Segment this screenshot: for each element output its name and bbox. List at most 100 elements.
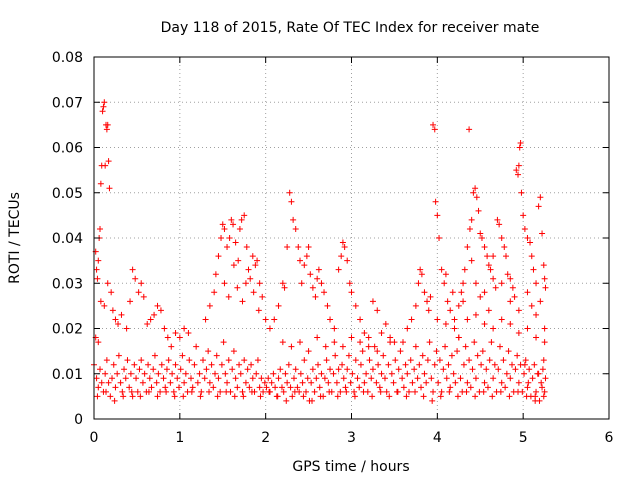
data-point <box>371 343 378 350</box>
data-point <box>283 397 290 404</box>
data-point <box>206 388 213 395</box>
data-point <box>121 366 128 373</box>
data-point <box>94 275 101 282</box>
data-point <box>498 379 505 386</box>
data-point <box>154 302 161 309</box>
data-point <box>225 293 232 300</box>
data-point <box>411 366 418 373</box>
data-point <box>275 375 282 382</box>
data-point <box>381 375 388 382</box>
data-point <box>108 289 115 296</box>
data-point <box>249 375 256 382</box>
data-point <box>274 393 281 400</box>
data-point <box>463 388 470 395</box>
data-point <box>324 302 331 309</box>
data-point <box>337 388 344 395</box>
data-point <box>138 280 145 287</box>
data-point <box>119 388 126 395</box>
data-point <box>205 348 212 355</box>
data-point <box>114 370 121 377</box>
data-point <box>340 375 347 382</box>
data-point <box>177 366 184 373</box>
data-point <box>104 121 111 128</box>
data-point <box>538 379 545 386</box>
data-point <box>500 357 507 364</box>
data-point <box>541 325 548 332</box>
data-point <box>487 266 494 273</box>
data-point <box>455 302 462 309</box>
data-point <box>402 361 409 368</box>
data-point <box>174 375 181 382</box>
data-point <box>265 375 272 382</box>
data-point <box>412 302 419 309</box>
data-point <box>492 284 499 291</box>
data-point <box>245 266 252 273</box>
data-points <box>91 99 549 404</box>
data-point <box>266 388 273 395</box>
data-point <box>212 271 219 278</box>
data-point <box>301 262 308 269</box>
data-point <box>322 343 329 350</box>
data-point <box>170 388 177 395</box>
data-point <box>315 266 322 273</box>
data-point <box>485 262 492 269</box>
data-point <box>225 357 232 364</box>
data-point <box>103 126 110 133</box>
data-point <box>541 339 548 346</box>
data-point <box>338 253 345 260</box>
data-point <box>291 388 298 395</box>
data-point <box>339 343 346 350</box>
data-point <box>525 379 532 386</box>
data-point <box>158 361 165 368</box>
data-point <box>431 126 438 133</box>
data-point <box>507 275 514 282</box>
data-point <box>424 298 431 305</box>
data-point <box>105 379 112 386</box>
data-point <box>366 357 373 364</box>
x-tick-label: 6 <box>605 430 614 446</box>
data-point <box>126 384 133 391</box>
data-point <box>102 370 109 377</box>
data-point <box>237 370 244 377</box>
data-point <box>442 271 449 278</box>
data-point <box>464 316 471 323</box>
data-point <box>377 388 384 395</box>
data-point <box>488 339 495 346</box>
x-axis-label: GPS time / hours <box>292 459 409 475</box>
x-tick-label: 5 <box>519 430 528 446</box>
data-point <box>471 339 478 346</box>
data-point <box>515 330 522 337</box>
data-point <box>137 393 144 400</box>
data-point <box>280 388 287 395</box>
data-point <box>514 352 521 359</box>
data-point <box>288 198 295 205</box>
data-point <box>357 316 364 323</box>
data-point <box>477 230 484 237</box>
data-point <box>229 366 236 373</box>
data-point <box>256 280 263 287</box>
data-point <box>224 379 231 386</box>
data-point <box>288 343 295 350</box>
data-point <box>446 388 453 395</box>
data-point <box>520 212 527 219</box>
data-point <box>498 280 505 287</box>
data-point <box>458 289 465 296</box>
data-point <box>271 316 278 323</box>
data-point <box>255 307 262 314</box>
data-point <box>435 379 442 386</box>
data-point <box>321 375 328 382</box>
data-point <box>127 298 134 305</box>
data-point <box>317 393 324 400</box>
data-point <box>131 361 138 368</box>
data-point <box>239 298 246 305</box>
data-point <box>97 298 104 305</box>
data-point <box>298 280 305 287</box>
data-point <box>526 366 533 373</box>
chart-title: Day 118 of 2015, Rate Of TEC Index for r… <box>161 20 540 36</box>
data-point <box>257 393 264 400</box>
data-point <box>136 366 143 373</box>
data-point <box>122 375 129 382</box>
data-point <box>490 275 497 282</box>
x-tick-label: 1 <box>175 430 184 446</box>
data-point <box>97 225 104 232</box>
